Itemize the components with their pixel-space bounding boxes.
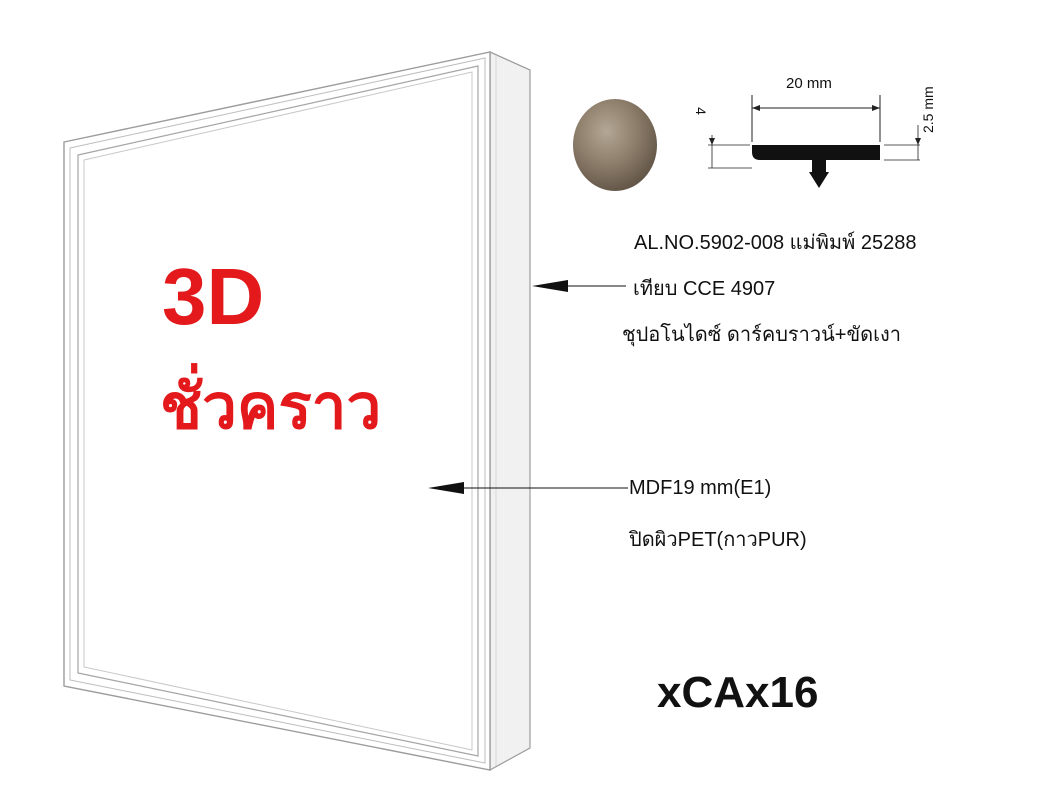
leader-frame-arrowhead — [532, 280, 568, 292]
finish-callout: ชุปอโนไดซ์ ดาร์คบราวน์+ขัดเงา — [622, 324, 901, 346]
dim-right-arrow — [915, 138, 921, 145]
panel-inner-edge — [77, 65, 479, 757]
dim-right-label: 2.5 mm — [920, 86, 936, 133]
product-code: xCAx16 — [657, 668, 819, 717]
panel-top-edge — [489, 51, 531, 71]
leader-board — [428, 482, 628, 494]
leader-frame — [532, 280, 626, 292]
panel-inner-face — [83, 71, 473, 751]
dim-left-label: 4 — [692, 107, 709, 115]
surface-callout: ปิดผิวPET(กาวPUR) — [629, 529, 807, 551]
panel-frame-bevel — [69, 57, 486, 764]
dim-arrow-left — [752, 105, 760, 111]
board-callout: MDF19 mm(E1) — [629, 477, 772, 499]
leader-board-arrowhead — [428, 482, 464, 494]
dim-arrow-right — [872, 105, 880, 111]
profile-shape — [752, 145, 880, 188]
model-callout: AL.NO.5902-008 แม่พิมพ์ 25288 — [634, 232, 917, 254]
compare-callout: เทียบ CCE 4907 — [633, 278, 776, 300]
title-thai: ชั่วคราว — [160, 373, 382, 442]
title-3d: 3D — [162, 252, 265, 341]
finish-swatch — [573, 99, 657, 191]
profile-cross-section — [708, 95, 921, 188]
dim-left-arrow — [709, 138, 715, 145]
dim-width-label: 20 mm — [786, 75, 832, 92]
